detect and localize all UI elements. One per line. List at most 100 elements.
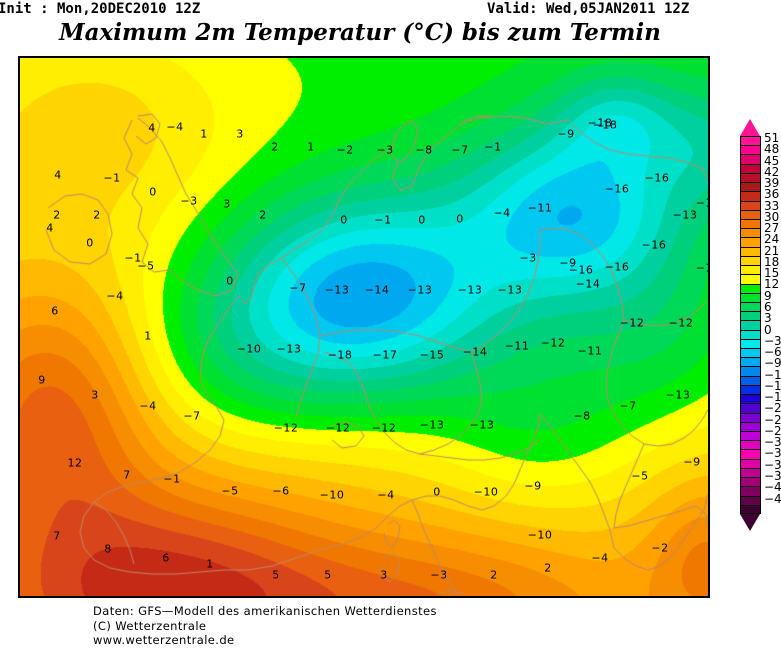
colorbar-tick: −6	[764, 345, 781, 360]
contour-value-label: 3	[223, 197, 231, 211]
contour-value-label: 0	[226, 274, 234, 288]
colorbar-bottom-arrow-icon	[740, 514, 760, 531]
colorbar-tick: 33	[764, 198, 780, 213]
colorbar-band	[740, 348, 761, 358]
contour-value-label: −7	[183, 409, 201, 423]
contour-value-label: 4	[54, 168, 62, 182]
contour-value-label: 0	[456, 212, 464, 226]
colorbar-tick: −42	[764, 480, 781, 495]
colorbar-band	[740, 431, 761, 441]
contour-value-label: −11	[527, 201, 553, 215]
colorbar-band	[740, 145, 761, 155]
colorbar-band	[740, 495, 761, 505]
contour-value-label: −18	[587, 116, 613, 130]
colorbar-band	[740, 329, 761, 339]
contour-value-label: −4	[377, 488, 395, 502]
contour-value-label: 1	[307, 140, 315, 154]
contour-value-label: −1	[484, 140, 502, 154]
colorbar-tick: 36	[764, 187, 780, 202]
colorbar-tick: 12	[764, 277, 780, 292]
contour-value-label: 3	[91, 388, 99, 402]
colorbar-band	[740, 228, 761, 238]
colorbar-tick: −3	[764, 333, 781, 348]
colorbar-band	[740, 265, 761, 275]
colorbar-tick: −30	[764, 435, 781, 450]
contour-value-label: −10	[236, 342, 262, 356]
colorbar-tick: 9	[764, 288, 772, 303]
colorbar-tick: −12	[764, 367, 781, 382]
colorbar-band	[740, 338, 761, 349]
contour-value-label: 4	[46, 221, 54, 235]
colorbar-tick: 39	[764, 176, 780, 191]
contour-value-label: −3	[430, 568, 448, 582]
colorbar-band	[740, 246, 761, 256]
contour-value-label: −9	[683, 455, 701, 469]
contour-value-label: −10	[319, 488, 345, 502]
colorbar-tick: 42	[764, 164, 780, 179]
contour-value-label: −11	[504, 339, 530, 353]
colorbar-band	[740, 136, 761, 146]
colorbar-tick: 30	[764, 209, 780, 224]
contour-value-label: 6	[162, 551, 170, 565]
contour-value-label: 2	[259, 208, 267, 222]
colorbar-band	[740, 357, 761, 367]
contour-value-label: −18	[327, 348, 353, 362]
contour-value-label: −13	[469, 418, 495, 432]
colorbar-band	[740, 292, 761, 302]
contour-value-label: 0	[340, 213, 348, 227]
colorbar-tick: 27	[764, 221, 780, 236]
contour-value-label: −1	[374, 213, 392, 227]
contour-value-label: 2	[93, 208, 101, 222]
contour-value-label: −10	[473, 485, 499, 499]
contour-value-label: −13	[457, 283, 483, 297]
contour-value-label: −16	[604, 260, 630, 274]
temperature-colorbar[interactable]: 51 48 45 42 39 36 33 30 27 24 21 18 15 12 9 6 3 0 −3 −6 −9 −1…	[740, 119, 781, 531]
contour-value-label: −3	[519, 251, 537, 265]
colorbar-band	[740, 163, 761, 173]
contour-value-label: 5	[324, 568, 332, 582]
contour-value-label: −1	[103, 171, 121, 185]
contour-value-label: −14	[364, 283, 390, 297]
contour-value-label: −13	[276, 342, 302, 356]
contour-value-label: −5	[137, 259, 155, 273]
contour-value-label: 3	[380, 568, 388, 582]
colorbar-band	[740, 486, 761, 496]
contour-value-label: −7	[619, 399, 637, 413]
colorbar-top-arrow-icon	[740, 119, 760, 136]
weather-map[interactable]: 4 −4 1 3 2 1 −2 −3 −8 −7 −1 −18 −9 −18 4 −1 0 −3 3 2 2 2 0 −1 0 0…	[18, 56, 710, 598]
contour-value-label: 12	[67, 456, 83, 470]
contour-value-label: 3	[236, 127, 244, 141]
colorbar-band	[740, 375, 761, 385]
colorbar-tick: 18	[764, 254, 780, 269]
colorbar-band	[740, 209, 761, 219]
colorbar-tick: −18	[764, 390, 781, 405]
contour-value-label: 1	[200, 127, 208, 141]
contour-value-label: −16	[604, 182, 630, 196]
contour-value-label: −13	[497, 283, 523, 297]
colorbar-tick: 51	[764, 131, 780, 145]
contour-value-label: −13	[324, 283, 350, 297]
valid-time-label: Valid: Wed,05JAN2011 12Z	[487, 1, 690, 17]
contour-value-label: −18	[592, 118, 618, 132]
contour-value-label: 8	[104, 542, 112, 556]
contour-value-label: −4	[591, 551, 609, 565]
colorbar-band	[740, 320, 761, 330]
contour-value-label: 0	[433, 485, 441, 499]
colorbar-band	[740, 504, 761, 514]
colorbar-band	[740, 449, 761, 459]
colorbar-band	[740, 172, 761, 183]
contour-value-label: 5	[272, 568, 280, 582]
colorbar-tick: −15	[764, 378, 781, 393]
contour-value-label: 1	[206, 557, 214, 571]
contour-value-label: −4	[493, 206, 511, 220]
contour-value-label: −13	[419, 418, 445, 432]
contour-value-label: −12	[619, 316, 645, 330]
contour-value-label: 4	[148, 121, 156, 135]
contour-value-label: −16	[568, 263, 594, 277]
contour-value-label: 0	[418, 213, 426, 227]
contour-value-label: −2	[651, 541, 669, 555]
website-line[interactable]: www.wetterzentrale.de	[93, 633, 235, 647]
colorbar-strip	[740, 136, 761, 514]
colorbar-band	[740, 301, 761, 312]
colorbar-tick: −9	[764, 356, 781, 371]
